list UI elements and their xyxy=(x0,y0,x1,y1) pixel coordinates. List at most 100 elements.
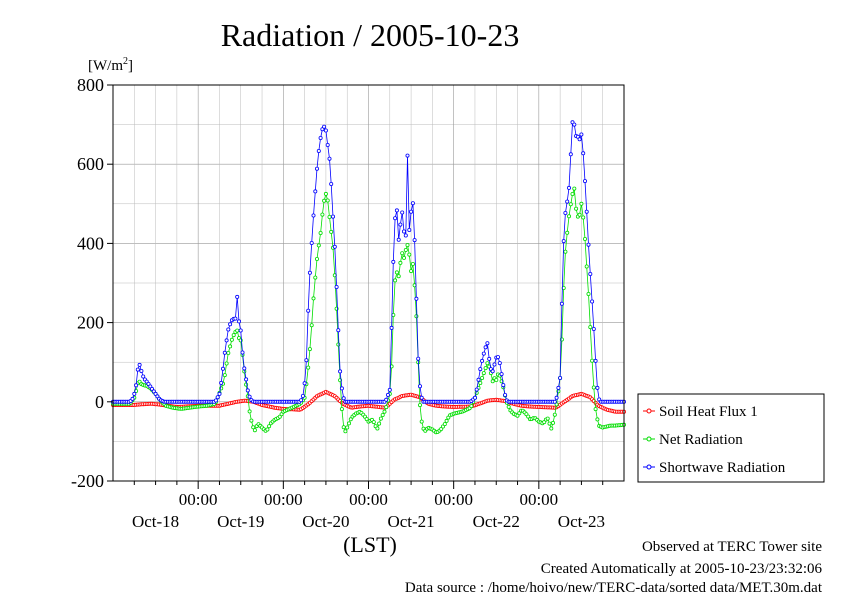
data-point xyxy=(591,385,596,390)
data-point xyxy=(579,132,584,137)
x-day-label: Oct-22 xyxy=(473,512,520,531)
data-point xyxy=(309,323,314,328)
data-point xyxy=(220,366,225,371)
data-point xyxy=(226,350,231,355)
data-point xyxy=(590,299,595,304)
data-point xyxy=(416,356,421,361)
data-point xyxy=(419,419,424,424)
data-point xyxy=(316,148,321,153)
data-point xyxy=(329,181,334,186)
data-point xyxy=(586,291,591,296)
data-point xyxy=(400,251,405,256)
data-point xyxy=(235,328,240,333)
data-point xyxy=(330,214,335,219)
data-point xyxy=(476,377,481,382)
data-point xyxy=(318,230,323,235)
x-day-label: Oct-21 xyxy=(387,512,434,531)
data-point xyxy=(137,362,142,367)
y-tick-label: -200 xyxy=(71,471,104,491)
grid-lines xyxy=(113,85,624,481)
data-point xyxy=(224,338,229,343)
y-axis-label-close: ] xyxy=(128,58,133,74)
data-point xyxy=(222,350,227,355)
data-point xyxy=(572,122,577,127)
data-point xyxy=(577,212,582,217)
data-point xyxy=(244,377,249,382)
data-point xyxy=(497,361,502,366)
data-point xyxy=(385,392,390,397)
data-point xyxy=(492,362,497,367)
data-point xyxy=(245,388,250,393)
data-point xyxy=(584,264,589,269)
data-point xyxy=(387,387,392,392)
data-point xyxy=(378,416,383,421)
data-point xyxy=(552,399,557,404)
legend-label: Net Radiation xyxy=(659,432,743,448)
data-point xyxy=(135,367,140,372)
data-point xyxy=(325,198,330,203)
data-point xyxy=(339,386,344,391)
x-tick-label: 00:00 xyxy=(434,490,473,509)
data-point xyxy=(393,216,398,221)
footer-source: Data source : /home/hoivo/new/TERC-data/… xyxy=(405,580,823,595)
data-point xyxy=(494,377,499,382)
data-point xyxy=(584,209,589,214)
data-point xyxy=(499,372,504,377)
data-point xyxy=(346,421,351,426)
legend-label: Shortwave Radiation xyxy=(659,460,786,476)
data-point xyxy=(265,427,270,432)
data-point xyxy=(595,385,600,390)
data-point xyxy=(348,417,353,422)
data-point xyxy=(442,422,447,427)
legend-swatch-marker xyxy=(646,436,652,442)
data-point xyxy=(228,322,233,327)
data-point xyxy=(236,319,241,324)
data-point xyxy=(377,421,382,426)
data-point xyxy=(334,284,339,289)
data-point xyxy=(336,328,341,333)
data-point xyxy=(229,337,234,342)
data-point xyxy=(233,316,238,321)
x-tick-label: 00:00 xyxy=(349,490,388,509)
data-point xyxy=(235,294,240,299)
data-point xyxy=(314,166,319,171)
data-point xyxy=(314,256,319,261)
data-point xyxy=(327,156,332,161)
series-shortwave-radiation xyxy=(111,120,627,404)
data-point xyxy=(313,189,318,194)
data-point xyxy=(583,236,588,241)
data-point xyxy=(141,374,146,379)
data-point xyxy=(590,358,595,363)
data-point xyxy=(219,380,224,385)
data-point xyxy=(485,341,490,346)
data-point xyxy=(384,405,389,410)
data-point xyxy=(572,186,577,191)
data-point xyxy=(238,328,243,333)
x-day-label: Oct-19 xyxy=(217,512,264,531)
data-point xyxy=(480,358,485,363)
data-point xyxy=(134,383,139,388)
x-axis-label: (LST) xyxy=(343,532,397,557)
data-point xyxy=(554,395,559,400)
data-point xyxy=(487,356,492,361)
data-point xyxy=(547,421,552,426)
data-point xyxy=(320,212,325,217)
data-point xyxy=(252,428,257,433)
data-point xyxy=(407,252,412,257)
data-point xyxy=(396,274,401,279)
data-point xyxy=(224,361,229,366)
data-point xyxy=(382,409,387,414)
data-point xyxy=(481,371,486,376)
data-point xyxy=(226,327,231,332)
data-point xyxy=(242,366,247,371)
data-point xyxy=(228,344,233,349)
data-point xyxy=(485,361,490,366)
data-point xyxy=(380,412,385,417)
data-point xyxy=(306,308,311,313)
data-point xyxy=(412,238,417,243)
data-point xyxy=(316,243,321,248)
data-point xyxy=(405,243,410,248)
data-point xyxy=(551,420,556,425)
data-point xyxy=(345,425,350,430)
